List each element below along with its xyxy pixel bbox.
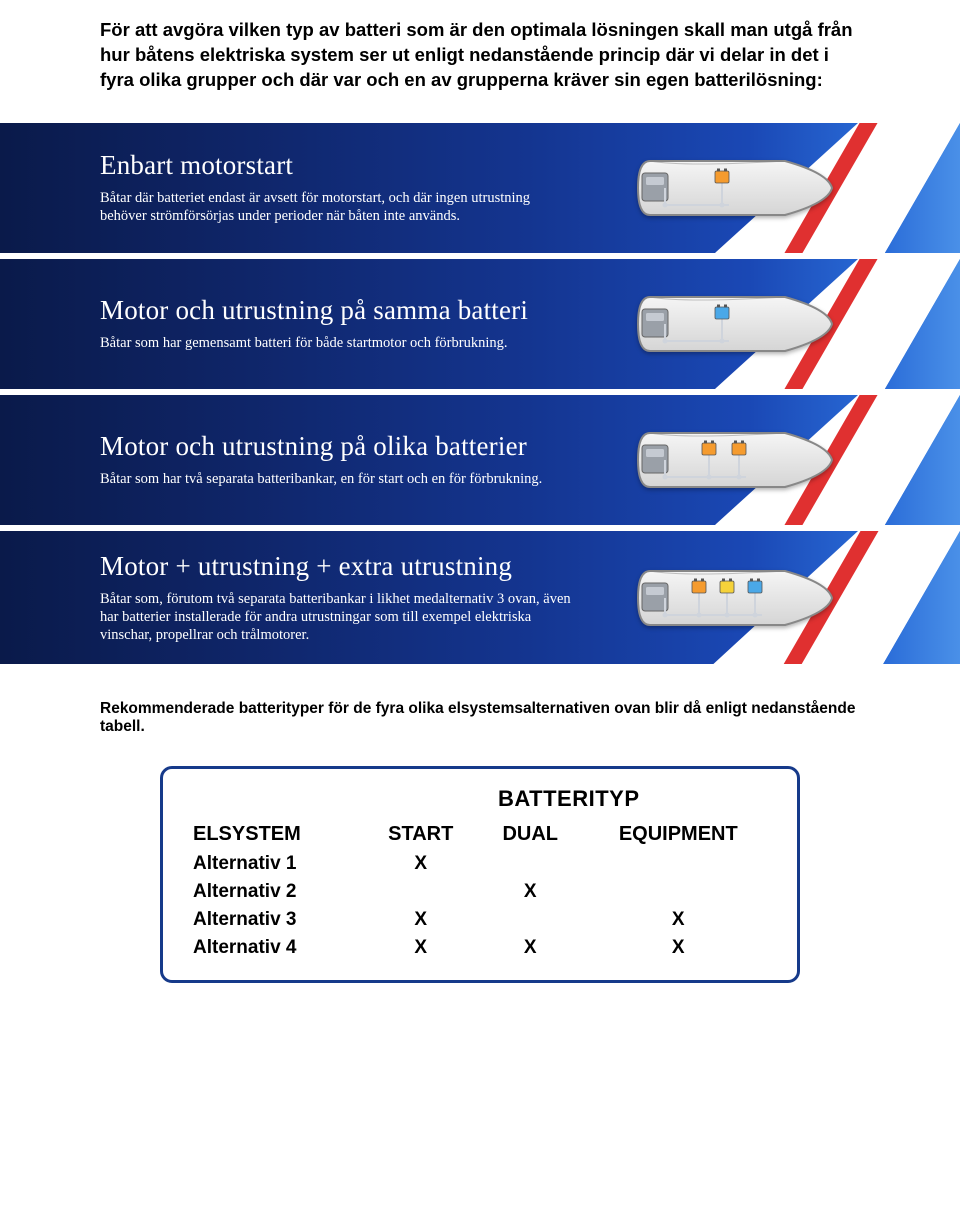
panel-text: Motor + utrustning + extra utrustning Bå…: [100, 551, 600, 644]
panel-desc: Båtar som, förutom två separata batterib…: [100, 590, 580, 644]
panel-1: Enbart motorstart Båtar där batteriet en…: [0, 123, 960, 253]
recommendation-text: Rekommenderade batterityper för de fyra …: [0, 670, 960, 746]
panel-text: Motor och utrustning på olika batterier …: [100, 431, 600, 488]
intro-paragraph: För att avgöra vilken typ av batteri som…: [0, 0, 960, 123]
table-row: Alternativ 4 X X X: [185, 934, 775, 962]
table-row: Alternativ 2 X: [185, 878, 775, 906]
boat-diagram: [610, 553, 840, 643]
cell-dual: X: [479, 934, 582, 962]
panel-4: Motor + utrustning + extra utrustning Bå…: [0, 531, 960, 664]
cell-start: X: [363, 850, 479, 878]
panel-3: Motor och utrustning på olika batterier …: [0, 395, 960, 525]
row-label: Alternativ 3: [185, 906, 363, 934]
row-label: Alternativ 2: [185, 878, 363, 906]
battery-icon: [720, 578, 734, 593]
cell-equipment: X: [582, 934, 775, 962]
cell-dual: [479, 850, 582, 878]
cell-dual: [479, 906, 582, 934]
cell-start: [363, 878, 479, 906]
boat-wrap: [600, 553, 850, 643]
boat-diagram: [610, 415, 840, 505]
panel-desc: Båtar där batteriet endast är avsett för…: [100, 189, 580, 225]
boat-diagram: [610, 279, 840, 369]
col-dual: DUAL: [479, 820, 582, 850]
panel-title: Motor + utrustning + extra utrustning: [100, 551, 580, 582]
panel-text: Enbart motorstart Båtar där batteriet en…: [100, 150, 600, 225]
panels-container: Enbart motorstart Båtar där batteriet en…: [0, 123, 960, 664]
battery-icon: [702, 440, 716, 455]
panel-title: Motor och utrustning på olika batterier: [100, 431, 580, 462]
cell-equipment: X: [582, 906, 775, 934]
boat-diagram: [610, 143, 840, 233]
row-label: Alternativ 1: [185, 850, 363, 878]
table-type-header: BATTERITYP: [363, 783, 775, 820]
battery-icon: [715, 304, 729, 319]
cell-dual: X: [479, 878, 582, 906]
table-row: Alternativ 1 X: [185, 850, 775, 878]
panel-text: Motor och utrustning på samma batteri Bå…: [100, 295, 600, 352]
panel-title: Motor och utrustning på samma batteri: [100, 295, 580, 326]
panel-title: Enbart motorstart: [100, 150, 580, 181]
battery-table-wrap: BATTERITYP ELSYSTEM START DUAL EQUIPMENT…: [160, 766, 800, 983]
boat-wrap: [600, 415, 850, 505]
panel-2: Motor och utrustning på samma batteri Bå…: [0, 259, 960, 389]
battery-icon: [715, 168, 729, 183]
panel-desc: Båtar som har två separata batteribankar…: [100, 470, 580, 488]
col-elsystem: ELSYSTEM: [185, 820, 363, 850]
battery-table: BATTERITYP ELSYSTEM START DUAL EQUIPMENT…: [185, 783, 775, 962]
boat-wrap: [600, 279, 850, 369]
panel-desc: Båtar som har gemensamt batteri för både…: [100, 334, 580, 352]
cell-equipment: [582, 878, 775, 906]
table-row: Alternativ 3 X X: [185, 906, 775, 934]
boat-wrap: [600, 143, 850, 233]
col-start: START: [363, 820, 479, 850]
cell-start: X: [363, 934, 479, 962]
battery-icon: [748, 578, 762, 593]
battery-icon: [732, 440, 746, 455]
row-label: Alternativ 4: [185, 934, 363, 962]
battery-table-box: BATTERITYP ELSYSTEM START DUAL EQUIPMENT…: [160, 766, 800, 983]
cell-equipment: [582, 850, 775, 878]
battery-icon: [692, 578, 706, 593]
col-equipment: EQUIPMENT: [582, 820, 775, 850]
cell-start: X: [363, 906, 479, 934]
